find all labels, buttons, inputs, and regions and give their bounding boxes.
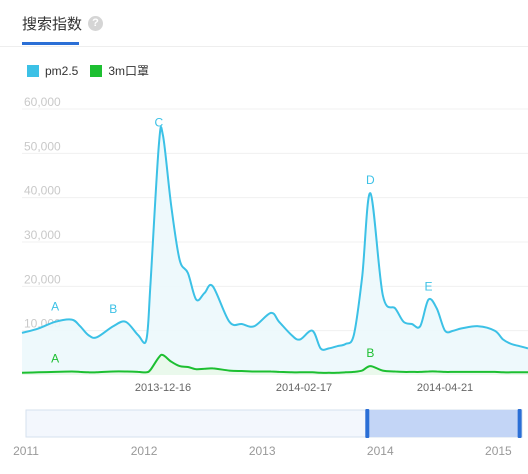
y-tick-label: 20,000 xyxy=(24,272,61,286)
tab-label: 搜索指数 xyxy=(22,15,83,33)
series-line-pm25 xyxy=(21,126,528,351)
navigator-year-label: 2013 xyxy=(249,444,276,458)
legend-label-pm25: pm2.5 xyxy=(45,63,79,78)
x-tick-label: 2014-02-17 xyxy=(276,382,332,394)
legend-swatch-pm25 xyxy=(27,64,39,77)
legend-item-pm25[interactable]: pm2.5 xyxy=(27,64,78,78)
tab-bar: 搜索指数 ? xyxy=(0,0,528,47)
annotation-label: A xyxy=(51,351,59,365)
navigator-year-label: 2014 xyxy=(367,444,394,458)
annotation-label: B xyxy=(366,346,374,360)
navigator-handle-left[interactable] xyxy=(365,409,370,438)
legend-swatch-3m xyxy=(90,64,103,77)
series-line-3m xyxy=(21,353,528,374)
navigator-year-label: 2011 xyxy=(13,444,39,458)
help-icon[interactable]: ? xyxy=(88,15,104,31)
y-tick-label: 40,000 xyxy=(24,184,61,198)
y-tick-label: 60,000 xyxy=(24,95,61,109)
tab-active-underline xyxy=(22,42,79,45)
annotation-label: D xyxy=(366,173,375,187)
navigator-selection[interactable] xyxy=(367,410,520,437)
annotation-label: A xyxy=(51,300,59,314)
navigator-handle-right[interactable] xyxy=(517,409,522,438)
tab-search-index[interactable]: 搜索指数 ? xyxy=(22,0,104,46)
legend-label-3m: 3m口罩 xyxy=(108,64,150,78)
navigator-year-label: 2015 xyxy=(485,444,512,458)
chart-legend: pm2.5 3m口罩 xyxy=(27,62,161,79)
series-area-3m xyxy=(22,354,528,375)
annotation-label: E xyxy=(424,280,432,294)
x-tick-label: 2014-04-21 xyxy=(417,382,473,394)
annotation-label: B xyxy=(109,302,117,316)
navigator-year-label: 2012 xyxy=(131,444,158,458)
annotation-label: C xyxy=(155,116,164,130)
x-tick-label: 2013-12-16 xyxy=(135,382,191,394)
legend-item-3m[interactable]: 3m口罩 xyxy=(90,62,149,79)
series-area-pm25 xyxy=(22,127,528,376)
y-tick-label: 30,000 xyxy=(24,228,61,242)
y-tick-label: 50,000 xyxy=(24,139,61,153)
